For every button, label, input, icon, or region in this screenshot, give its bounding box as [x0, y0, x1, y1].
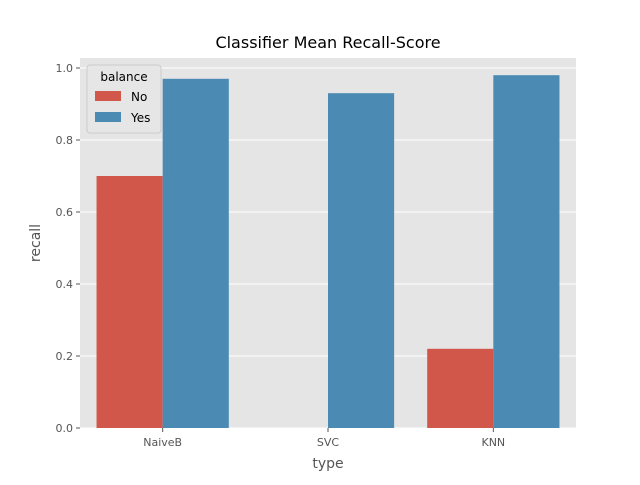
bar-no-knn — [427, 348, 494, 428]
legend-title: balance — [100, 70, 147, 84]
x-tick-label: KNN — [481, 436, 505, 449]
legend-label: No — [131, 90, 147, 104]
y-tick-label: 0.2 — [56, 350, 74, 363]
y-tick-label: 0.4 — [56, 278, 74, 291]
bar-yes-knn — [493, 75, 560, 428]
bar-yes-svc — [328, 93, 395, 428]
x-tick-label: SVC — [317, 436, 340, 449]
y-tick-label: 0.0 — [56, 422, 74, 435]
bar-yes-naiveb — [162, 78, 229, 429]
legend: balance No Yes — [86, 64, 162, 134]
legend-swatch — [95, 91, 121, 101]
legend-label: Yes — [130, 111, 150, 125]
bar-no-naiveb — [96, 176, 163, 428]
y-axis-label: recall — [28, 224, 44, 262]
y-tick-label: 1.0 — [56, 62, 74, 75]
x-axis-label: type — [312, 456, 343, 472]
legend-swatch — [95, 112, 121, 122]
y-tick-label: 0.8 — [56, 134, 74, 147]
legend-items: No Yes — [95, 90, 150, 125]
x-axis-ticks: NaiveB SVC KNN — [143, 428, 505, 449]
chart-title: Classifier Mean Recall-Score — [215, 33, 440, 52]
x-tick-label: NaiveB — [143, 436, 182, 449]
bars — [96, 75, 560, 429]
y-axis-ticks: 0.0 0.2 0.4 0.6 0.8 1.0 — [56, 62, 80, 435]
y-tick-label: 0.6 — [56, 206, 74, 219]
